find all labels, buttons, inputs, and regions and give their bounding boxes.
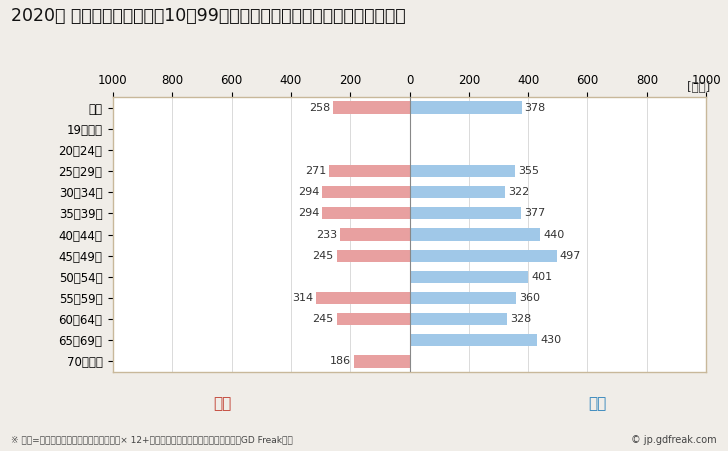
- Bar: [409, 165, 515, 177]
- Bar: [409, 313, 507, 325]
- Text: 377: 377: [524, 208, 545, 218]
- Text: 男性: 男性: [587, 396, 606, 411]
- Bar: [329, 165, 409, 177]
- Bar: [409, 271, 529, 283]
- Text: © jp.gdfreak.com: © jp.gdfreak.com: [631, 435, 717, 445]
- Bar: [409, 207, 521, 220]
- Bar: [409, 186, 505, 198]
- Text: 271: 271: [305, 166, 326, 176]
- Text: 360: 360: [519, 293, 540, 303]
- Bar: [409, 101, 522, 114]
- Bar: [355, 355, 409, 368]
- Text: 258: 258: [309, 102, 330, 113]
- Bar: [323, 186, 409, 198]
- Bar: [409, 292, 516, 304]
- Text: 355: 355: [518, 166, 539, 176]
- Text: 294: 294: [298, 187, 320, 197]
- Text: 440: 440: [543, 230, 564, 239]
- Text: 401: 401: [531, 272, 553, 282]
- Text: 497: 497: [560, 251, 581, 261]
- Text: 245: 245: [312, 251, 334, 261]
- Text: 322: 322: [508, 187, 529, 197]
- Bar: [337, 249, 409, 262]
- Bar: [409, 228, 540, 241]
- Text: 女性: 女性: [213, 396, 232, 411]
- Bar: [409, 334, 537, 346]
- Text: 2020年 民間企業（従業者数10～99人）フルタイム労働者の男女別平均年収: 2020年 民間企業（従業者数10～99人）フルタイム労働者の男女別平均年収: [11, 7, 405, 25]
- Text: 430: 430: [540, 336, 561, 345]
- Bar: [409, 249, 557, 262]
- Bar: [323, 207, 409, 220]
- Text: 378: 378: [525, 102, 546, 113]
- Bar: [317, 292, 409, 304]
- Text: 233: 233: [316, 230, 337, 239]
- Bar: [341, 228, 409, 241]
- Bar: [337, 313, 409, 325]
- Text: 314: 314: [292, 293, 313, 303]
- Text: 245: 245: [312, 314, 334, 324]
- Text: 328: 328: [510, 314, 531, 324]
- Text: 294: 294: [298, 208, 320, 218]
- Text: [万円]: [万円]: [687, 81, 710, 94]
- Bar: [333, 101, 409, 114]
- Text: 186: 186: [331, 356, 352, 367]
- Text: ※ 年収=「きまって支給する現金給与額」× 12+「年間賞与その他特別給与額」としてGD Freak推計: ※ 年収=「きまって支給する現金給与額」× 12+「年間賞与その他特別給与額」と…: [11, 435, 293, 444]
